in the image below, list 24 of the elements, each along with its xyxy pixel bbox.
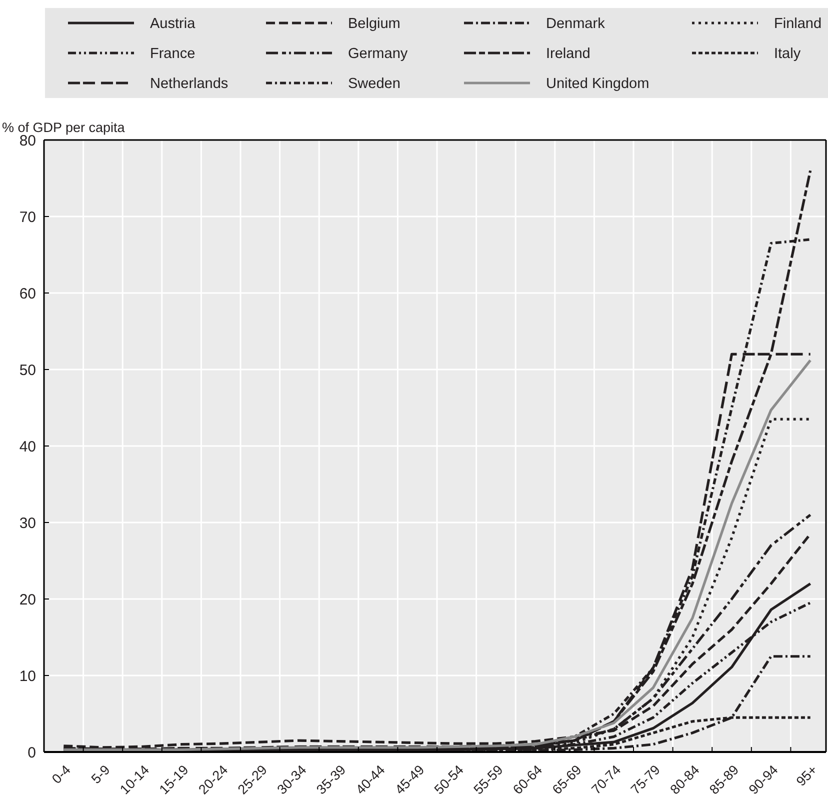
legend-label: Ireland <box>546 46 590 62</box>
y-tick-label: 70 <box>19 208 36 226</box>
x-tick-label: 95+ <box>793 762 820 789</box>
legend-label: France <box>150 46 196 62</box>
y-tick-label: 80 <box>19 132 36 150</box>
legend-label: Finland <box>774 16 822 32</box>
x-tick-label: 0-4 <box>49 762 74 787</box>
legend-label: Italy <box>774 46 802 62</box>
legend-label: Sweden <box>348 76 400 92</box>
y-tick-label: 20 <box>19 591 36 608</box>
y-tick-label: 0 <box>28 744 36 762</box>
legend-label: Austria <box>150 16 196 32</box>
legend-label: United Kingdom <box>546 76 650 92</box>
y-tick-label: 10 <box>19 668 36 685</box>
y-tick-label: 40 <box>19 438 36 456</box>
y-tick-label: 30 <box>19 514 36 532</box>
y-axis-title: % of GDP per capita <box>2 120 126 135</box>
y-tick-label: 50 <box>19 362 36 379</box>
legend-label: Belgium <box>348 16 400 32</box>
legend-label: Netherlands <box>150 76 228 92</box>
x-tick-label: 5-9 <box>88 762 113 787</box>
legend-label: Denmark <box>546 16 606 32</box>
legend-label: Germany <box>348 46 408 62</box>
y-tick-label: 60 <box>19 285 36 302</box>
